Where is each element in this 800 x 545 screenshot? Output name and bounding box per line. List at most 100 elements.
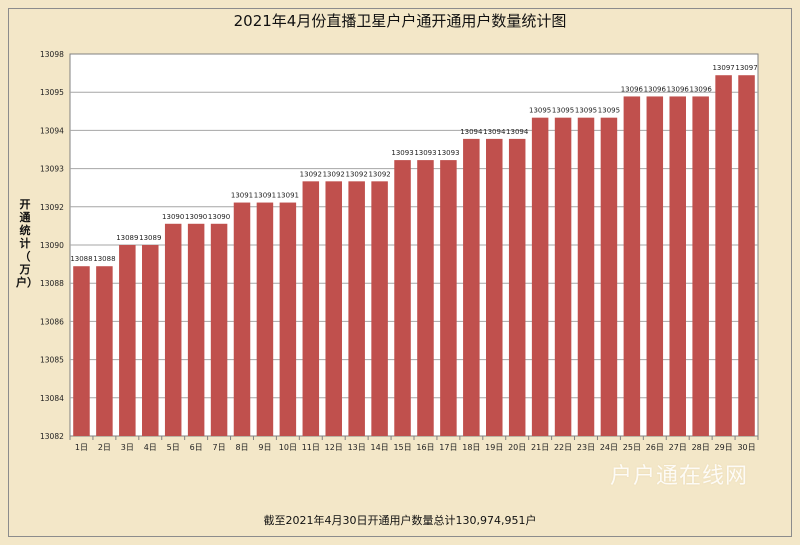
data-label: 13096 bbox=[644, 85, 667, 93]
bar bbox=[440, 160, 457, 436]
x-tick-label: 26日 bbox=[646, 443, 664, 452]
x-tick-label: 17日 bbox=[439, 443, 457, 452]
data-label: 13091 bbox=[277, 192, 299, 200]
x-tick-label: 1日 bbox=[75, 443, 88, 452]
data-label: 13092 bbox=[323, 170, 345, 178]
bar bbox=[715, 75, 732, 436]
x-tick-label: 11日 bbox=[302, 443, 320, 452]
bar bbox=[73, 266, 90, 436]
x-tick-label: 6日 bbox=[190, 443, 203, 452]
data-label: 13090 bbox=[162, 213, 184, 221]
bar bbox=[600, 117, 618, 437]
bar bbox=[646, 96, 664, 436]
bar bbox=[348, 181, 365, 436]
data-label: 13093 bbox=[414, 149, 436, 157]
data-label: 13093 bbox=[437, 149, 459, 157]
bar bbox=[164, 223, 182, 436]
x-tick-label: 8日 bbox=[235, 443, 248, 452]
y-tick-label: 13093 bbox=[40, 165, 64, 174]
data-label: 13096 bbox=[667, 85, 690, 93]
data-label: 13092 bbox=[300, 170, 322, 178]
bar bbox=[508, 138, 526, 436]
x-tick-label: 23日 bbox=[577, 443, 595, 452]
bar bbox=[210, 223, 228, 436]
x-tick-label: 5日 bbox=[167, 443, 180, 452]
data-label: 13092 bbox=[346, 170, 368, 178]
data-label: 13089 bbox=[139, 234, 161, 242]
y-tick-label: 13098 bbox=[40, 50, 64, 59]
x-tick-label: 20日 bbox=[508, 443, 526, 452]
data-label: 13094 bbox=[483, 128, 506, 136]
y-tick-label: 13095 bbox=[40, 88, 64, 97]
x-tick-label: 29日 bbox=[715, 443, 733, 452]
bar bbox=[256, 202, 274, 436]
x-tick-label: 30日 bbox=[737, 443, 755, 452]
x-tick-label: 27日 bbox=[669, 443, 687, 452]
data-label: 13089 bbox=[116, 234, 138, 242]
bar bbox=[394, 160, 411, 436]
x-tick-label: 19日 bbox=[485, 443, 503, 452]
data-label: 13090 bbox=[208, 213, 230, 221]
data-label: 13090 bbox=[185, 213, 207, 221]
bar bbox=[302, 181, 320, 436]
y-tick-label: 13094 bbox=[40, 126, 64, 135]
y-tick-label: 13092 bbox=[40, 203, 64, 212]
data-label: 13094 bbox=[460, 128, 483, 136]
bar bbox=[463, 138, 480, 436]
data-label: 13095 bbox=[598, 107, 620, 115]
data-label: 13095 bbox=[529, 107, 551, 115]
x-tick-label: 24日 bbox=[600, 443, 618, 452]
bar bbox=[279, 202, 297, 436]
bar bbox=[371, 181, 388, 436]
y-tick-label: 13086 bbox=[40, 317, 64, 326]
data-label: 13097 bbox=[712, 64, 734, 72]
x-tick-label: 13日 bbox=[348, 443, 366, 452]
data-label: 13093 bbox=[391, 149, 413, 157]
x-tick-label: 12日 bbox=[325, 443, 343, 452]
bar bbox=[531, 117, 549, 437]
bar bbox=[554, 117, 572, 437]
y-tick-label: 13088 bbox=[40, 279, 64, 288]
bar bbox=[623, 96, 641, 436]
bar bbox=[486, 138, 503, 436]
x-tick-label: 2日 bbox=[98, 443, 111, 452]
x-tick-label: 4日 bbox=[144, 443, 157, 452]
x-tick-label: 15日 bbox=[393, 443, 411, 452]
x-tick-label: 3日 bbox=[121, 443, 134, 452]
data-label: 13096 bbox=[690, 85, 713, 93]
bar bbox=[142, 245, 159, 436]
bar bbox=[417, 160, 434, 436]
y-axis-label: 开通统计（万户） bbox=[16, 198, 38, 289]
data-label: 13095 bbox=[552, 107, 574, 115]
data-label: 13094 bbox=[506, 128, 529, 136]
bar bbox=[119, 245, 136, 436]
y-tick-label: 13090 bbox=[40, 241, 64, 250]
data-label: 13097 bbox=[735, 64, 757, 72]
x-tick-label: 14日 bbox=[371, 443, 389, 452]
x-tick-label: 28日 bbox=[692, 443, 710, 452]
y-tick-label: 13084 bbox=[40, 394, 64, 403]
y-tick-label: 13082 bbox=[40, 432, 64, 441]
x-tick-label: 10日 bbox=[279, 443, 297, 452]
chart-frame bbox=[8, 8, 792, 537]
bar bbox=[325, 181, 342, 436]
x-tick-label: 7日 bbox=[213, 443, 226, 452]
data-label: 13092 bbox=[368, 170, 390, 178]
bar bbox=[96, 266, 113, 436]
bar bbox=[577, 117, 595, 437]
bar bbox=[187, 223, 205, 436]
x-tick-label: 18日 bbox=[462, 443, 480, 452]
bar bbox=[692, 96, 709, 436]
x-tick-label: 22日 bbox=[554, 443, 572, 452]
x-tick-label: 16日 bbox=[416, 443, 434, 452]
data-label: 13095 bbox=[575, 107, 597, 115]
x-tick-label: 25日 bbox=[623, 443, 641, 452]
bar bbox=[738, 75, 755, 436]
data-label: 13096 bbox=[621, 85, 644, 93]
bar bbox=[233, 202, 251, 436]
data-label: 13088 bbox=[93, 255, 115, 263]
y-tick-label: 13085 bbox=[40, 356, 64, 365]
x-tick-label: 21日 bbox=[531, 443, 549, 452]
data-label: 13091 bbox=[231, 192, 253, 200]
